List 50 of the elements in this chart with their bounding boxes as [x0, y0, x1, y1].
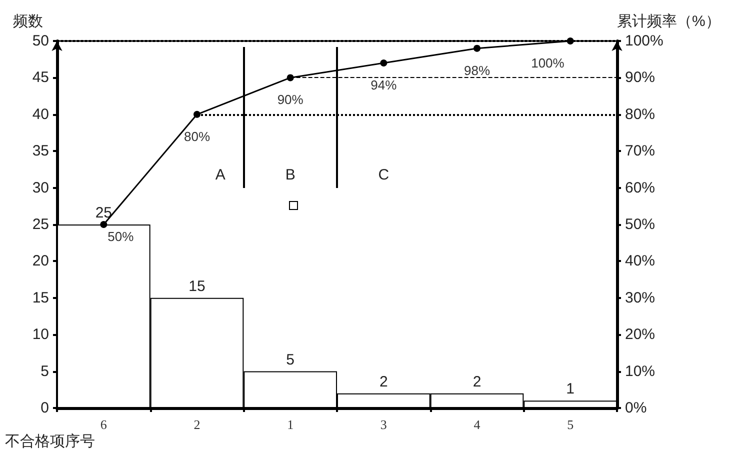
y2-axis-title: 累计频率（%） — [617, 13, 720, 30]
x-tick-label: 6 — [100, 417, 108, 432]
data-label: 94% — [370, 78, 398, 93]
y-tick-label: 15 — [32, 289, 49, 306]
y2-tick-label: 0% — [625, 400, 647, 416]
y2-tick-label: 70% — [625, 142, 656, 160]
y-tick-label: 40 — [32, 106, 49, 123]
x-tick-label: 3 — [380, 417, 387, 432]
data-label: 2 — [379, 373, 388, 390]
y2-tick-label: 20% — [625, 326, 656, 344]
data-label: 15 — [188, 278, 206, 295]
data-label: 98% — [464, 62, 490, 78]
y-axis-title: 频数 — [13, 13, 43, 30]
y2-tick-label: 60% — [625, 179, 656, 196]
data-label: 2 — [472, 373, 482, 390]
annotation: B — [285, 166, 296, 184]
y-tick-label: 20 — [32, 252, 49, 270]
point — [100, 221, 108, 228]
y-tick-label: 5 — [40, 362, 49, 380]
y2-tick-label: 30% — [625, 289, 656, 306]
y-tick-label: 25 — [32, 216, 49, 233]
x-tick-label: 1 — [287, 417, 294, 432]
data-label: 80% — [184, 128, 210, 144]
point — [380, 60, 388, 67]
y2-tick-label: 50% — [625, 216, 656, 233]
y-tick-label: 35 — [32, 142, 49, 160]
y2-tick-label: 80% — [625, 106, 656, 123]
annotation: C — [378, 166, 390, 184]
y2-tick-label: 100% — [625, 32, 664, 50]
y-tick-label: 30 — [32, 179, 49, 196]
point — [566, 38, 574, 44]
data-label: 5 — [286, 351, 295, 368]
x-axis-title: 不合格项序号 — [5, 433, 95, 450]
y2-tick-label: 40% — [625, 252, 656, 270]
point — [474, 44, 480, 52]
annotation: A — [215, 166, 226, 184]
x-tick-label: 2 — [194, 417, 200, 432]
data-label: 25 — [95, 204, 112, 222]
y-tick-label: 10 — [32, 326, 49, 344]
data-label: 1 — [566, 380, 575, 398]
y-tick-label: 45 — [32, 69, 49, 86]
y-tick-label: 50 — [32, 32, 49, 50]
y-tick-label: 0 — [40, 400, 49, 416]
x-tick-label: 5 — [567, 417, 574, 432]
y2-tick-label: 10% — [625, 362, 656, 380]
x-tick-label: 4 — [474, 417, 481, 432]
data-label: 100% — [531, 56, 565, 70]
data-label: 50% — [108, 229, 134, 244]
y2-tick-label: 90% — [625, 69, 656, 86]
data-label: 90% — [277, 92, 304, 108]
